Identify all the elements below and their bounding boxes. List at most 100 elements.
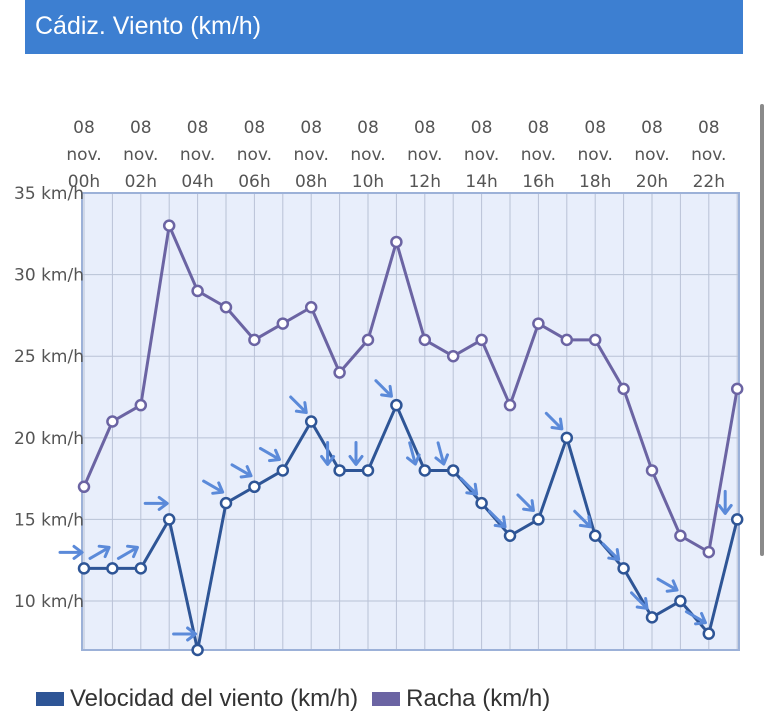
wind-point[interactable] — [475, 496, 488, 510]
y-tick-label: 15 km/h — [14, 510, 84, 530]
x-tick-label-line: 18h — [579, 172, 611, 192]
x-tick-label-line: nov. — [691, 145, 726, 165]
wind-point[interactable] — [219, 496, 233, 510]
wind-direction-arrow — [434, 441, 450, 466]
gust-point[interactable] — [702, 545, 716, 559]
wind-point[interactable] — [361, 464, 375, 477]
x-tick-label-line: 08 — [584, 118, 606, 138]
x-tick-label-line: 08 — [528, 118, 550, 138]
x-tick-label-line: 08 — [641, 118, 663, 138]
x-tick-label-line: nov. — [350, 145, 385, 165]
wind-point[interactable] — [503, 529, 517, 542]
x-axis-labels: 08 nov. 00h 08 nov. 02h 08 nov. 04h 08 nov. 06h 08 no… — [66, 118, 726, 192]
x-tick-label: 08 nov. 10h — [350, 118, 385, 192]
gust-point[interactable] — [674, 529, 687, 542]
y-tick-label: 25 km/h — [14, 347, 84, 367]
wind-point[interactable] — [588, 529, 602, 542]
legend-swatch-wind — [36, 692, 64, 706]
wind-point[interactable] — [134, 562, 148, 575]
x-tick-label-line: 08 — [414, 118, 436, 138]
x-tick-label-line: nov. — [180, 145, 215, 165]
wind-point[interactable] — [276, 464, 290, 477]
wind-point[interactable] — [446, 464, 460, 477]
wind-direction-arrow — [230, 463, 253, 479]
gust-point[interactable] — [645, 464, 659, 477]
gust-point[interactable] — [475, 333, 488, 347]
gust-point[interactable] — [617, 382, 630, 396]
wind-point[interactable] — [248, 480, 261, 494]
gust-point[interactable] — [532, 317, 545, 330]
gust-point[interactable] — [390, 235, 403, 249]
wind-point[interactable] — [674, 594, 687, 608]
gust-point[interactable] — [77, 480, 91, 494]
wind-direction-arrow — [58, 544, 84, 560]
wind-direction-arrow — [459, 477, 479, 496]
gust-point[interactable] — [191, 284, 204, 298]
wind-point[interactable] — [304, 415, 318, 428]
gust-point[interactable] — [588, 333, 602, 347]
wind-direction-arrow — [172, 626, 198, 642]
x-tick-label-line: 08 — [300, 118, 322, 138]
x-tick-label-line: nov. — [634, 145, 669, 165]
x-tick-label-line: 08h — [295, 172, 327, 192]
wind-direction-arrow — [143, 495, 169, 511]
gust-point[interactable] — [106, 415, 119, 428]
y-tick-label: 20 km/h — [14, 429, 84, 449]
gust-point[interactable] — [248, 333, 261, 347]
gust-point[interactable] — [446, 349, 460, 363]
scrollbar[interactable] — [760, 104, 764, 556]
gust-point[interactable] — [503, 398, 517, 412]
gust-point[interactable] — [276, 317, 290, 330]
gust-point[interactable] — [560, 333, 574, 347]
legend-item-wind[interactable]: Velocidad del viento (km/h) — [36, 685, 358, 713]
x-tick-label-line: nov. — [123, 145, 158, 165]
y-axis-labels: 10 km/h 15 km/h 20 km/h 25 km/h 30 km/h 35 km… — [14, 184, 84, 612]
wind-point[interactable] — [560, 431, 574, 445]
legend-item-gust[interactable]: Racha (km/h) — [372, 685, 550, 713]
wind-direction-arrow — [656, 577, 679, 593]
gust-point[interactable] — [361, 333, 375, 347]
x-tick-label-line: 22h — [693, 172, 725, 192]
gust-point[interactable] — [418, 333, 432, 347]
x-tick-label-line: nov. — [578, 145, 613, 165]
wind-point[interactable] — [730, 513, 744, 526]
wind-point[interactable] — [77, 562, 91, 575]
x-tick-label-line: 20h — [636, 172, 668, 192]
legend-swatch-gust — [372, 692, 401, 706]
gust-point[interactable] — [730, 382, 744, 396]
legend: Velocidad del viento (km/h) Racha (km/h) — [36, 684, 564, 714]
wind-direction-arrow — [289, 395, 308, 415]
wind-direction-arrow — [348, 440, 364, 466]
wind-point[interactable] — [418, 464, 432, 477]
wind-point[interactable] — [191, 643, 204, 657]
wind-point[interactable] — [645, 611, 659, 624]
x-tick-label-line: 12h — [409, 172, 441, 192]
wind-point[interactable] — [106, 562, 119, 575]
wind-point[interactable] — [333, 464, 346, 477]
x-tick-label-line: nov. — [464, 145, 499, 165]
gust-point[interactable] — [304, 301, 318, 314]
x-tick-label-line: 14h — [465, 172, 497, 192]
wind-direction-arrow — [406, 441, 421, 466]
wind-direction-arrow — [516, 493, 535, 512]
gust-point[interactable] — [333, 366, 346, 379]
x-tick-label-line: 08 — [698, 118, 720, 138]
gust-point[interactable] — [162, 219, 176, 232]
gust-point[interactable] — [134, 398, 148, 412]
plot-area — [82, 193, 739, 650]
x-tick-label-line: nov. — [407, 145, 442, 165]
wind-point[interactable] — [617, 562, 630, 575]
gust-point[interactable] — [219, 301, 233, 314]
x-tick-label-line: 08 — [130, 118, 152, 138]
x-tick-label: 08 nov. 16h — [521, 118, 556, 192]
wind-point[interactable] — [390, 398, 403, 412]
wind-point[interactable] — [532, 513, 545, 526]
x-tick-label: 08 nov. 18h — [578, 118, 613, 192]
x-tick-label: 08 nov. 20h — [634, 118, 669, 192]
x-tick-label-line: 04h — [181, 172, 213, 192]
x-tick-label: 08 nov. 14h — [464, 118, 499, 192]
grid-vertical — [83, 193, 738, 650]
x-tick-label: 08 nov. 06h — [237, 118, 272, 192]
wind-point[interactable] — [162, 513, 176, 526]
wind-point[interactable] — [702, 627, 716, 640]
